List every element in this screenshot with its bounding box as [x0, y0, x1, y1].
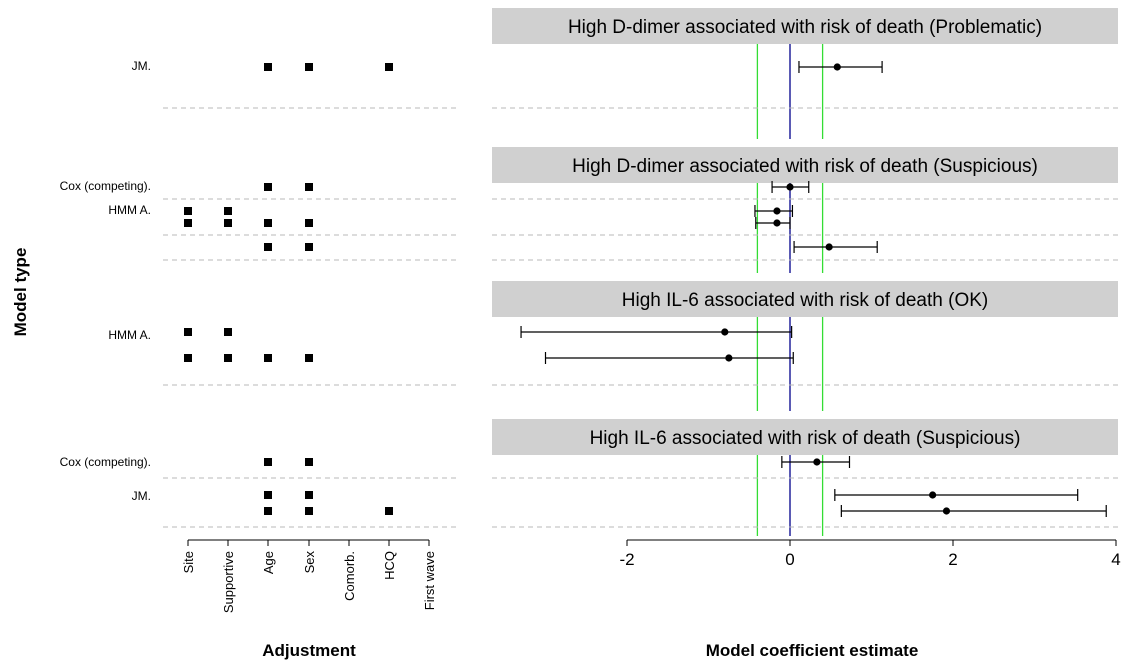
- estimate-point: [773, 207, 781, 215]
- estimate-point: [786, 183, 794, 191]
- panel-3: High IL-6 associated with risk of death …: [108, 281, 1118, 411]
- x-tick-label: 4: [1111, 550, 1120, 569]
- estimate-point: [725, 354, 733, 362]
- adjustment-marker: [305, 491, 313, 499]
- adjustment-marker: [224, 207, 232, 215]
- estimate-point: [833, 63, 841, 71]
- adjustment-marker: [264, 491, 272, 499]
- adjustment-marker: [305, 63, 313, 71]
- model-type-label: JM.: [132, 0, 151, 3]
- adjustment-marker: [385, 507, 393, 515]
- x-tick-label: 0: [785, 550, 794, 569]
- panel-4: High IL-6 associated with risk of death …: [60, 419, 1118, 536]
- panel-title: High D-dimer associated with risk of dea…: [568, 17, 1042, 38]
- model-type-label: HMM A.: [108, 328, 151, 342]
- adjustment-marker: [305, 219, 313, 227]
- adjustment-marker: [184, 207, 192, 215]
- adjustment-marker: [264, 507, 272, 515]
- adjustment-marker: [224, 219, 232, 227]
- estimate-point: [942, 507, 951, 515]
- estimate-point: [813, 458, 821, 466]
- adjustment-marker: [184, 354, 192, 362]
- adjustment-marker: [264, 183, 272, 191]
- model-type-label: JM.: [132, 489, 151, 503]
- adjustment-marker: [305, 183, 313, 191]
- y-axis-title: Model type: [11, 248, 30, 337]
- adjustment-tick-label: Supportive: [221, 551, 236, 613]
- adjustment-tick-label: Comorb.: [342, 551, 357, 601]
- adjustment-marker: [184, 219, 192, 227]
- panel-title-strip: [492, 8, 1118, 44]
- adjustment-marker: [305, 458, 313, 466]
- adjustment-axis-title: Adjustment: [262, 641, 356, 660]
- x-tick-label: 2: [948, 550, 957, 569]
- estimate-point: [721, 328, 729, 336]
- estimate-point: [773, 219, 781, 227]
- adjustment-marker: [305, 354, 313, 362]
- adjustment-marker: [224, 354, 232, 362]
- adjustment-tick-label: First wave: [422, 551, 437, 610]
- adjustment-marker: [264, 219, 272, 227]
- adjustment-marker: [224, 328, 232, 336]
- adjustment-marker: [264, 63, 272, 71]
- adjustment-tick-label: Sex: [302, 551, 317, 574]
- adjustment-tick-label: Site: [181, 551, 196, 573]
- panel-2: High D-dimer associated with risk of dea…: [60, 0, 1118, 273]
- panel-title: High D-dimer associated with risk of dea…: [572, 156, 1038, 177]
- adjustment-marker: [264, 354, 272, 362]
- panel-title-strip: [492, 281, 1118, 317]
- model-type-label: JM.: [132, 59, 151, 73]
- panel-title: High IL-6 associated with risk of death …: [590, 428, 1021, 449]
- adjustment-marker: [184, 328, 192, 336]
- model-type-label: HMM A.: [108, 203, 151, 217]
- estimate-point: [929, 491, 937, 499]
- adjustment-marker: [305, 507, 313, 515]
- panel-1: High D-dimer associated with risk of dea…: [132, 8, 1118, 139]
- estimate-x-axis: -2 0 2 4: [619, 539, 1121, 569]
- panel-title-strip: [492, 419, 1118, 455]
- adjustment-marker: [264, 458, 272, 466]
- adjustment-marker: [385, 63, 393, 71]
- adjustment-marker: [264, 243, 272, 251]
- adjustment-axis: Site Supportive Age Sex Comorb. HCQ First wave: [181, 539, 437, 613]
- adjustment-tick-label: Age: [261, 551, 276, 574]
- model-type-label: Cox (competing).: [60, 455, 151, 469]
- panel-title: High IL-6 associated with risk of death …: [622, 290, 988, 311]
- adjustment-marker: [305, 243, 313, 251]
- x-tick-label: -2: [619, 550, 634, 569]
- estimate-point: [825, 243, 833, 251]
- panel-title-strip: [492, 147, 1118, 183]
- adjustment-tick-label: HCQ: [382, 551, 397, 580]
- model-type-label: Cox (competing).: [60, 179, 151, 193]
- estimate-axis-title: Model coefficient estimate: [706, 641, 919, 660]
